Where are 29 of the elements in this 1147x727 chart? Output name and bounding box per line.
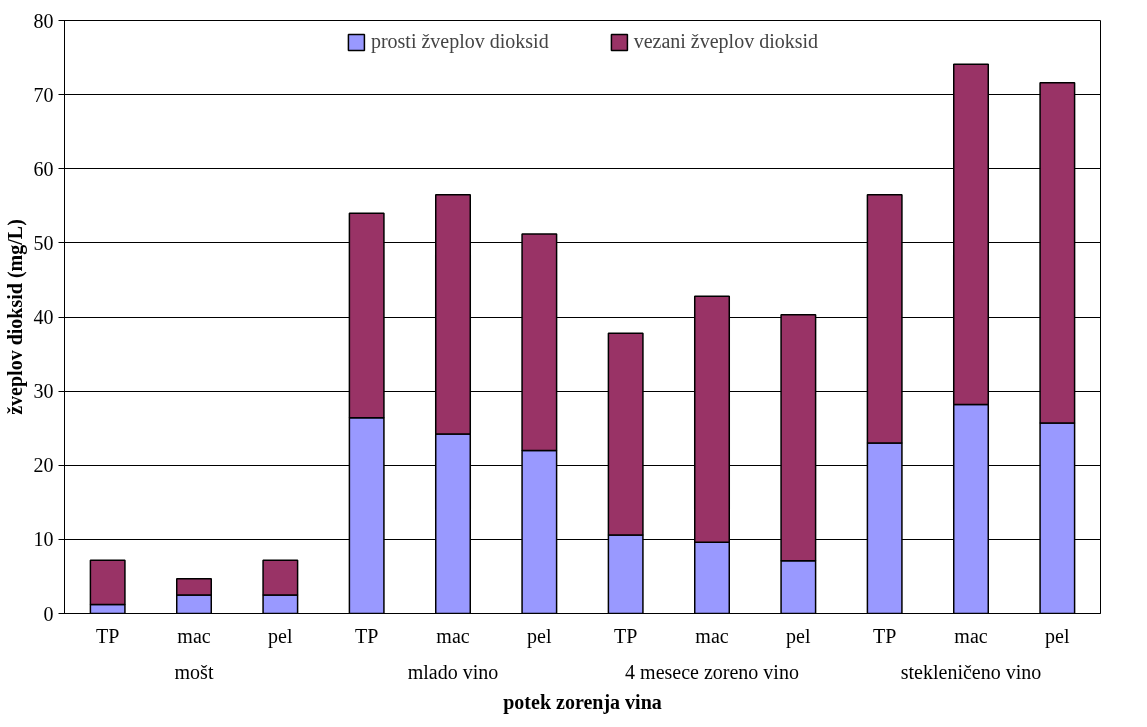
x-tick-label: pel <box>786 624 811 648</box>
y-axis-title: žveplov dioksid (mg/L) <box>3 219 27 415</box>
text: 4 mesece zoreno vino <box>625 660 799 683</box>
x-tick-label: mac <box>954 624 988 647</box>
x-tick-label: mac <box>436 624 470 647</box>
x-tick-label: TP <box>355 624 379 647</box>
text: stekleničeno vino <box>900 660 1042 683</box>
y-tick-label: 80 <box>33 9 54 32</box>
y-tick-label: 30 <box>33 380 54 403</box>
y-tick-label: 20 <box>33 454 54 477</box>
legend-label: prosti žveplov dioksid <box>370 30 549 53</box>
x-tick-label: TP <box>96 624 120 647</box>
y-tick-label: 40 <box>33 306 54 328</box>
x-tick-label: mac <box>177 624 211 647</box>
text: mlado vino <box>407 660 499 683</box>
y-tick-label: 50 <box>33 231 54 254</box>
x-tick-label: TP <box>614 624 638 647</box>
y-tick-label: 60 <box>33 157 54 180</box>
y-tick-label: 70 <box>33 83 54 106</box>
x-tick-label: pel <box>268 624 293 648</box>
x-tick-label: pel <box>527 624 552 648</box>
x-tick-label: mac <box>695 624 729 647</box>
x-tick-label: pel <box>1045 624 1070 648</box>
legend-label: vezani žveplov dioksid <box>633 30 819 53</box>
x-tick-label: TP <box>873 624 897 647</box>
y-tick-label: 0 <box>43 602 54 625</box>
y-tick-label: 10 <box>33 528 54 551</box>
text: mošt <box>174 660 214 683</box>
x-axis-title: potek zorenja vina <box>503 690 662 714</box>
